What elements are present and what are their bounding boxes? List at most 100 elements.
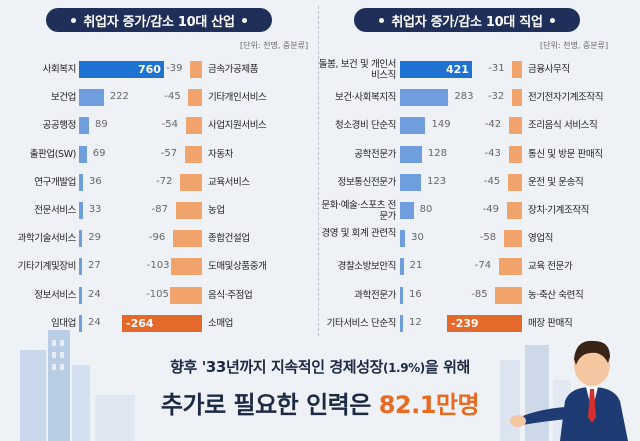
industry-decrease-bar (175, 202, 202, 219)
industry-decrease-category-label: 농업 (208, 205, 225, 216)
industry-increase-value-label: 24 (88, 288, 101, 300)
occupation-decrease-value-label: -42 (484, 119, 502, 131)
industry-decrease-bar (170, 258, 202, 276)
occupation-increase-category-label: 돌봄, 보건 및 개인서비스직 (318, 59, 397, 81)
occupation-increase-bar (400, 117, 426, 135)
occupation-decrease-bar (506, 202, 522, 219)
occupation-decrease-category-label: 통신 및 방문 판매직 (528, 148, 603, 160)
industry-increase-category-label: 정보서비스 (34, 289, 76, 301)
occupation-increase-category-label: 보건·사회복지직 (335, 92, 396, 104)
occupation-increase-bar (400, 258, 404, 276)
industry-increase-bar (79, 286, 82, 304)
occupation-decrease-value-label: -43 (484, 147, 501, 159)
occupation-increase-category-label: 과학전문가 (354, 289, 396, 301)
businessman-illustration (510, 340, 628, 441)
industry-increase-value-label: 222 (109, 91, 129, 103)
occupation-decrease-category-label: 농·축산 숙련직 (528, 289, 584, 301)
occupation-decrease-category-label: 매장 판매직 (528, 317, 573, 329)
occupation-decrease-bar (511, 89, 522, 107)
occupation-increase-value-label: 16 (409, 288, 422, 300)
occupation-decrease-bar (507, 173, 522, 191)
industry-decrease-bar (180, 173, 202, 191)
occupation-increase-value-label: 283 (454, 91, 474, 103)
industry-increase-bar (79, 89, 104, 107)
occupation-increase-value-label: 12 (409, 316, 422, 328)
occupation-increase-value-label: 123 (427, 175, 447, 187)
occupation-decrease-category-label: 전기전자기계조작직 (528, 92, 604, 104)
occupation-increase-bar (400, 202, 414, 219)
right-unit-note: [단위: 천명, 중분류] (540, 41, 609, 50)
occupation-increase-value-label: 30 (411, 232, 424, 244)
occupation-decrease-bar (512, 61, 522, 78)
bottom-caption-line2: 추가로 필요한 인력은 82.1만명 (160, 391, 480, 419)
occupation-increase-value-label: 21 (409, 260, 423, 272)
industry-decrease-value-label: -45 (164, 91, 181, 103)
industry-decrease-value-label: -54 (161, 119, 178, 131)
headline-number: 82.1만명 (378, 391, 480, 419)
occupation-decrease-bar (447, 314, 522, 332)
industry-increase-value-label: 24 (88, 316, 101, 328)
industry-increase-bar (79, 258, 83, 276)
bottom-caption-line1: 향후 '33년까지 지속적인 경제성장(1.9%)을 위해 (170, 358, 470, 376)
occupation-decrease-category-label: 영업직 (528, 233, 554, 245)
occupation-decrease-category-label: 금융사무직 (528, 64, 570, 75)
occupation-increase-bar (400, 89, 449, 107)
industry-decrease-value-label: -57 (160, 147, 178, 159)
industry-decrease-bar (170, 286, 202, 304)
industry-increase-category-label: 보건업 (50, 92, 76, 104)
industry-increase-category-label: 임대업 (50, 317, 76, 329)
industry-increase-bar (79, 117, 89, 135)
industry-decrease-bar (172, 230, 202, 248)
industry-increase-bar (79, 202, 83, 219)
bullet-icon (379, 17, 385, 23)
industry-decrease-bar (122, 314, 202, 332)
occupation-increase-category-label: 기타서비스 단순직 (326, 317, 397, 329)
left-unit-note: [단위: 천명, 중분류] (240, 41, 309, 50)
occupation-increase-value-label: 149 (431, 119, 451, 131)
bullet-icon (549, 17, 555, 23)
occupation-decrease-bar (508, 117, 522, 135)
occupation-decrease-value-label: -49 (482, 204, 499, 215)
occupation-increase-category-label: 경영 및 회계 관련직 (321, 228, 396, 240)
occupation-increase-category-label: 정보통신전문가 (337, 176, 397, 188)
occupation-decrease-bar (495, 286, 522, 304)
industry-decrease-value-label: -72 (156, 175, 173, 187)
occupation-increase-value-label: 80 (419, 204, 433, 215)
industry-increase-category-label: 과학기술서비스 (17, 233, 77, 245)
industry-decrease-category-label: 자동차 (208, 148, 234, 160)
occupation-decrease-value-label: -85 (471, 288, 488, 300)
industry-increase-bar (79, 173, 84, 191)
industry-decrease-category-label: 도매및상품중개 (208, 261, 267, 273)
occupation-decrease-bar (508, 145, 522, 163)
industry-decrease-value-label: -87 (151, 204, 168, 215)
industry-decrease-category-label: 기타개인서비스 (208, 92, 267, 104)
industry-decrease-bar (185, 117, 202, 135)
industry-decrease-value-label: -105 (146, 288, 169, 300)
industry-increase-value-label: 760 (138, 63, 161, 76)
industry-decrease-bar (190, 61, 202, 78)
industry-increase-value-label: 27 (88, 260, 101, 272)
occupation-decrease-value-label: -74 (474, 260, 492, 272)
occupation-increase-category-label: 경찰소방보안직 (337, 261, 397, 273)
occupation-decrease-value-label: -58 (479, 232, 497, 244)
occupation-decrease-value-label: -239 (451, 316, 479, 330)
industry-decrease-category-label: 소매업 (208, 317, 234, 329)
occupation-increase-bar (400, 286, 403, 304)
occupation-increase-category-label: 청소경비 단순직 (335, 120, 396, 132)
industry-increase-category-label: 전문서비스 (34, 205, 76, 216)
industry-decrease-category-label: 교육서비스 (208, 176, 250, 188)
occupation-decrease-bar (503, 230, 522, 248)
occupation-increase-value-label: 128 (427, 147, 447, 159)
occupation-increase-bar (400, 61, 472, 78)
occupation-decrease-value-label: -32 (487, 91, 505, 103)
occupation-increase-bar (400, 314, 403, 332)
industry-decrease-bar (188, 89, 202, 107)
industry-increase-value-label: 36 (89, 175, 102, 187)
industry-increase-category-label: 기타기계및장비 (17, 261, 77, 273)
industry-decrease-category-label: 사업지원서비스 (208, 120, 267, 132)
industry-increase-category-label: 사회복지 (42, 64, 77, 75)
panel-divider (318, 6, 319, 336)
industry-increase-value-label: 29 (88, 232, 101, 244)
industry-decrease-value-label: -103 (146, 260, 170, 272)
